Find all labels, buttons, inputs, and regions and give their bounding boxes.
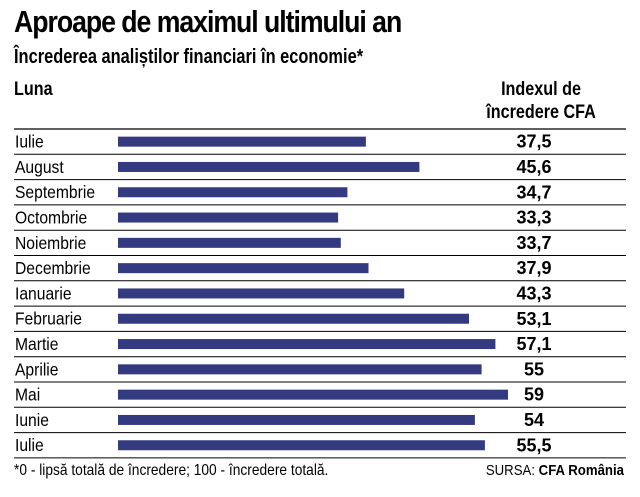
- data-label: 55: [524, 359, 544, 379]
- bar: [118, 263, 369, 274]
- category-label: Mai: [15, 385, 40, 405]
- data-label: 37,5: [516, 132, 551, 152]
- data-label: 53,1: [516, 309, 551, 329]
- source-credit: SURSA: CFA România: [486, 462, 624, 479]
- data-label: 59: [524, 385, 544, 405]
- chart-subtitle: Încrederea analiștilor financiari în eco…: [14, 46, 364, 68]
- category-label: Iulie: [15, 132, 44, 152]
- bar: [118, 339, 496, 350]
- category-label: August: [15, 157, 64, 177]
- data-label: 34,7: [516, 182, 551, 202]
- category-label: Februarie: [15, 309, 82, 329]
- footnote: *0 - lipsă totală de încredere; 100 - în…: [14, 462, 329, 479]
- category-label: Decembrie: [15, 258, 91, 278]
- category-label: Octombrie: [15, 208, 87, 228]
- bar: [118, 414, 475, 425]
- bar: [118, 440, 485, 451]
- source-name: CFA România: [538, 462, 624, 479]
- bar: [118, 237, 341, 248]
- bar: [118, 288, 405, 299]
- column-header-index-line1: Indexul de: [501, 79, 581, 100]
- column-header-month: Luna: [14, 79, 53, 100]
- column-header-index: Indexul de încredere CFA: [456, 78, 626, 124]
- bar: [118, 313, 469, 324]
- data-label: 54: [524, 410, 544, 430]
- data-label: 37,9: [516, 258, 551, 278]
- bar: [118, 212, 339, 223]
- bar: [118, 161, 420, 172]
- source-label: SURSA:: [485, 462, 535, 479]
- data-label: 57,1: [516, 334, 551, 354]
- category-label: Noiembrie: [15, 233, 86, 253]
- column-header-index-line2: încredere CFA: [486, 102, 596, 123]
- data-label: 33,7: [516, 233, 551, 253]
- bar: [118, 364, 482, 375]
- data-label: 55,5: [516, 435, 551, 455]
- category-label: Martie: [15, 334, 58, 354]
- bar: [118, 389, 508, 400]
- data-label: 43,3: [516, 283, 551, 303]
- category-label: Aprilie: [15, 359, 58, 379]
- category-label: Ianuarie: [15, 283, 72, 303]
- category-label: Septembrie: [15, 182, 95, 202]
- bar: [118, 136, 366, 147]
- category-label: Iulie: [15, 435, 44, 455]
- chart-title: Aproape de maximul ultimului an: [14, 4, 402, 39]
- data-label: 45,6: [516, 157, 551, 177]
- category-label: Iunie: [15, 410, 49, 430]
- data-label: 33,3: [516, 208, 551, 228]
- bar: [118, 187, 348, 198]
